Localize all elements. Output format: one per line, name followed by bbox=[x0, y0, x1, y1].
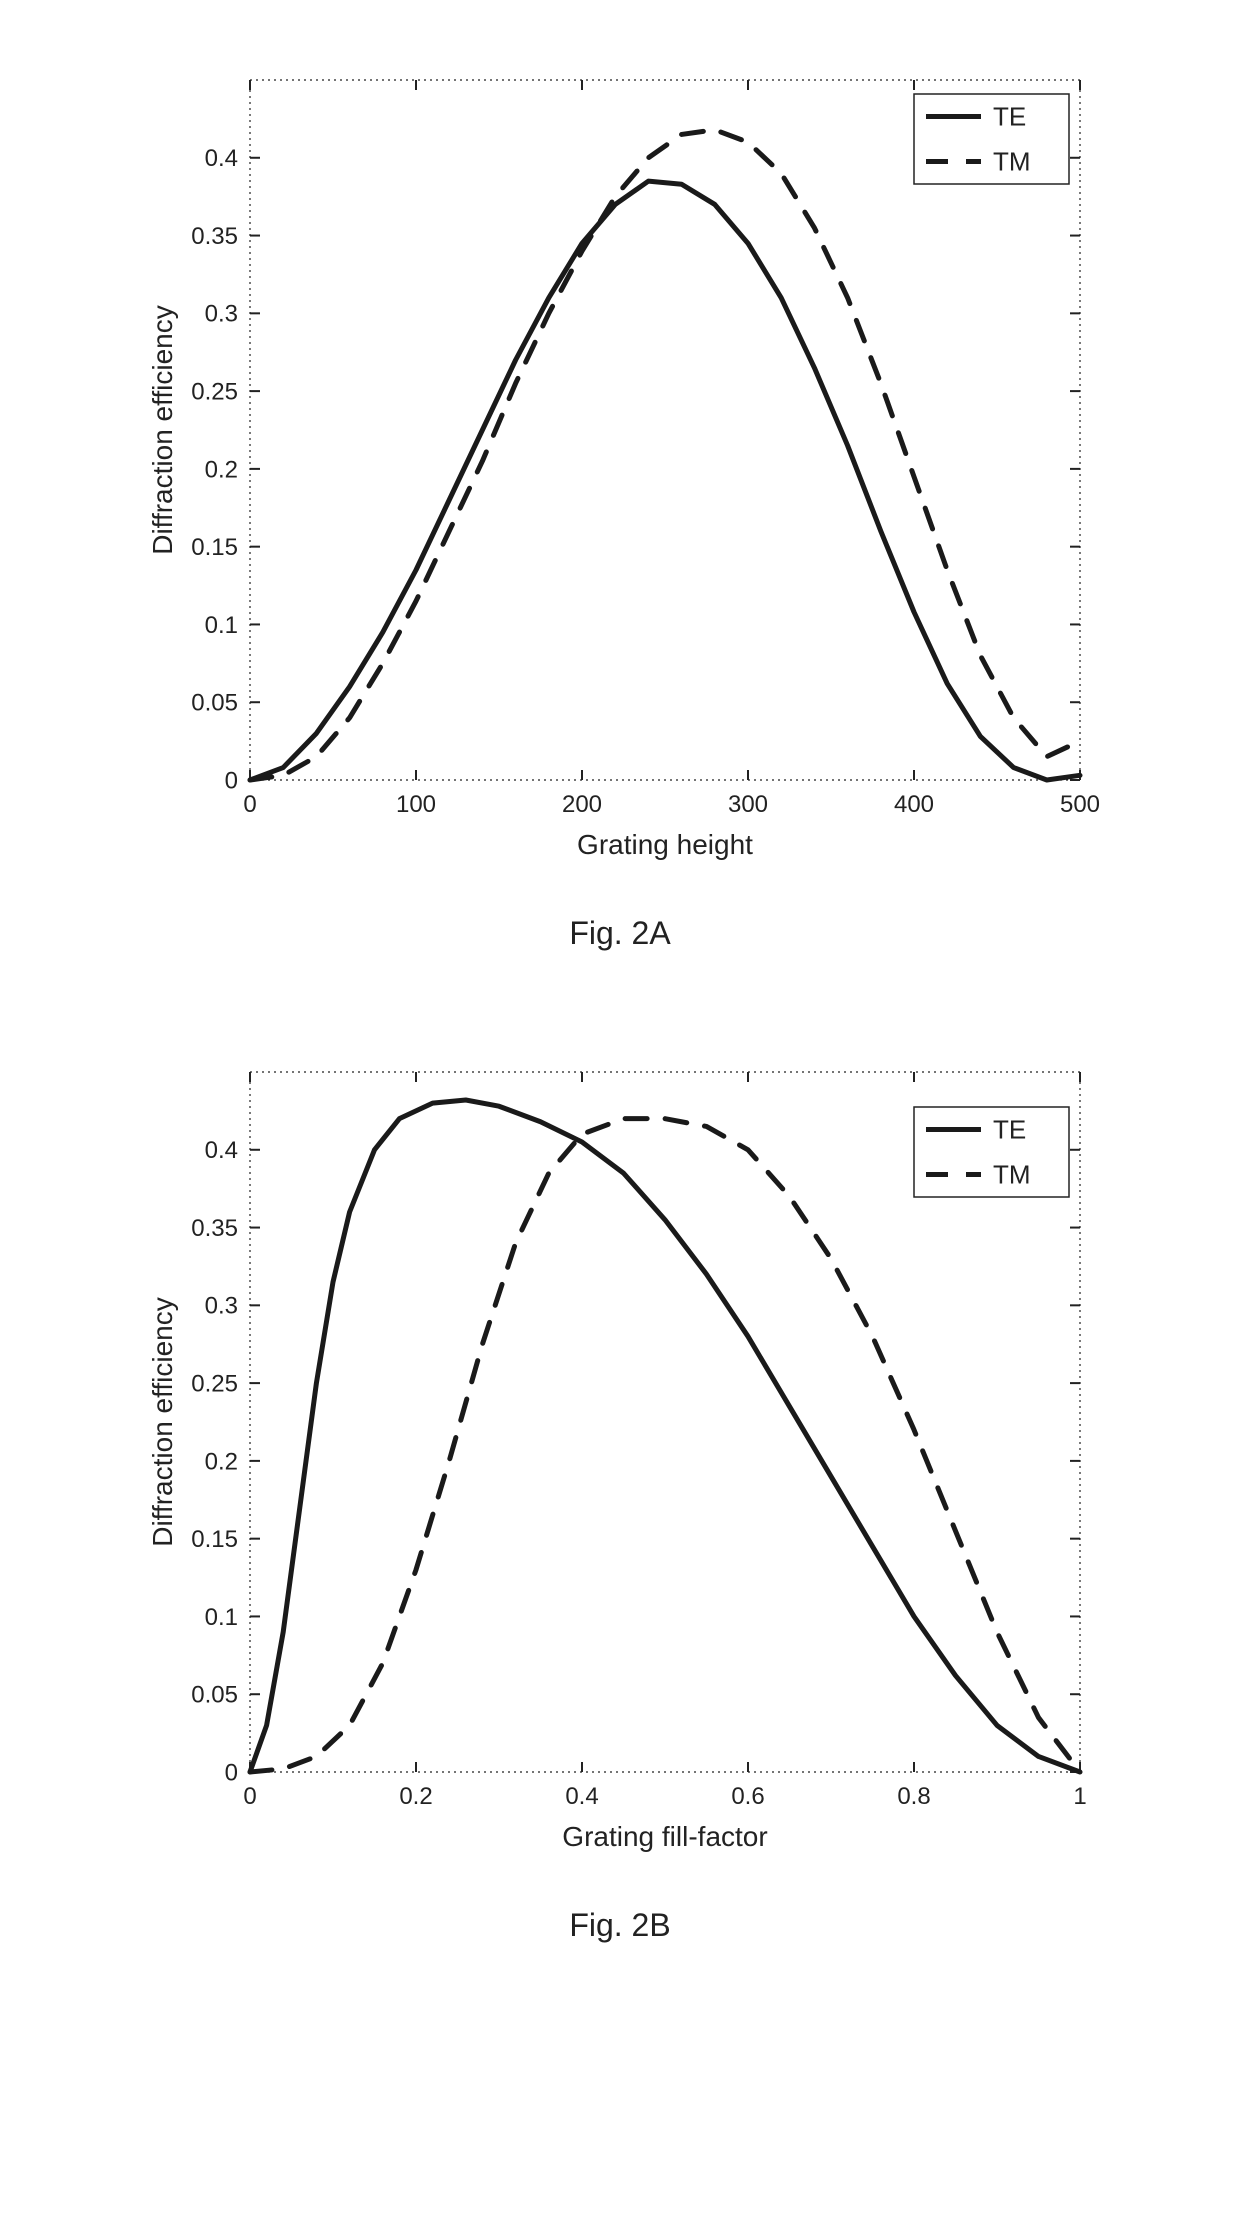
chart-a-container: 0 100 200 300 400 500 0 0.05 0.1 0.15 0.2 0.25 0.3 0.… bbox=[120, 40, 1120, 895]
svg-text:0.05: 0.05 bbox=[191, 690, 238, 717]
svg-text:0: 0 bbox=[243, 1783, 256, 1810]
svg-text:TE: TE bbox=[993, 102, 1026, 132]
svg-text:0.35: 0.35 bbox=[191, 1215, 238, 1242]
svg-text:0.4: 0.4 bbox=[565, 1783, 598, 1810]
svg-text:Grating height: Grating height bbox=[577, 829, 753, 860]
svg-text:300: 300 bbox=[728, 791, 768, 818]
svg-text:200: 200 bbox=[562, 791, 602, 818]
svg-text:0.15: 0.15 bbox=[191, 534, 238, 561]
svg-text:0.25: 0.25 bbox=[191, 379, 238, 406]
svg-text:TE: TE bbox=[993, 1115, 1026, 1145]
chart-b-container: 0 0.2 0.4 0.6 0.8 1 0 0.05 0.1 0.15 0.2 0.25 0.3 0.35… bbox=[120, 1032, 1120, 1887]
svg-text:0.6: 0.6 bbox=[731, 1783, 764, 1810]
svg-text:0.35: 0.35 bbox=[191, 223, 238, 250]
caption-b: Fig. 2B bbox=[569, 1907, 670, 1944]
svg-text:0.05: 0.05 bbox=[191, 1682, 238, 1709]
figure-b: 0 0.2 0.4 0.6 0.8 1 0 0.05 0.1 0.15 0.2 0.25 0.3 0.35… bbox=[120, 1032, 1120, 1944]
svg-text:0.2: 0.2 bbox=[205, 1448, 238, 1475]
svg-text:0.25: 0.25 bbox=[191, 1371, 238, 1398]
svg-text:1: 1 bbox=[1073, 1783, 1086, 1810]
svg-text:Diffraction efficiency: Diffraction efficiency bbox=[147, 305, 178, 555]
figure-a: 0 100 200 300 400 500 0 0.05 0.1 0.15 0.2 0.25 0.3 0.… bbox=[120, 40, 1120, 952]
svg-text:500: 500 bbox=[1060, 791, 1100, 818]
svg-text:0: 0 bbox=[243, 791, 256, 818]
svg-text:0.15: 0.15 bbox=[191, 1526, 238, 1553]
svg-text:0: 0 bbox=[225, 1759, 238, 1786]
svg-text:Diffraction efficiency: Diffraction efficiency bbox=[147, 1297, 178, 1547]
caption-a: Fig. 2A bbox=[569, 915, 670, 952]
svg-text:TM: TM bbox=[993, 147, 1031, 177]
svg-text:TM: TM bbox=[993, 1160, 1031, 1190]
svg-text:0.3: 0.3 bbox=[205, 301, 238, 328]
svg-text:0.8: 0.8 bbox=[897, 1783, 930, 1810]
svg-text:0.1: 0.1 bbox=[205, 1604, 238, 1631]
svg-text:0.2: 0.2 bbox=[399, 1783, 432, 1810]
svg-text:0.1: 0.1 bbox=[205, 612, 238, 639]
svg-text:100: 100 bbox=[396, 791, 436, 818]
svg-text:0: 0 bbox=[225, 767, 238, 794]
svg-text:0.4: 0.4 bbox=[205, 145, 238, 172]
svg-text:0.4: 0.4 bbox=[205, 1137, 238, 1164]
svg-text:400: 400 bbox=[894, 791, 934, 818]
svg-text:Grating fill-factor: Grating fill-factor bbox=[562, 1821, 767, 1852]
chart-b: 0 0.2 0.4 0.6 0.8 1 0 0.05 0.1 0.15 0.2 0.25 0.3 0.35… bbox=[120, 1032, 1120, 1882]
chart-a: 0 100 200 300 400 500 0 0.05 0.1 0.15 0.2 0.25 0.3 0.… bbox=[120, 40, 1120, 890]
svg-text:0.3: 0.3 bbox=[205, 1293, 238, 1320]
svg-text:0.2: 0.2 bbox=[205, 456, 238, 483]
